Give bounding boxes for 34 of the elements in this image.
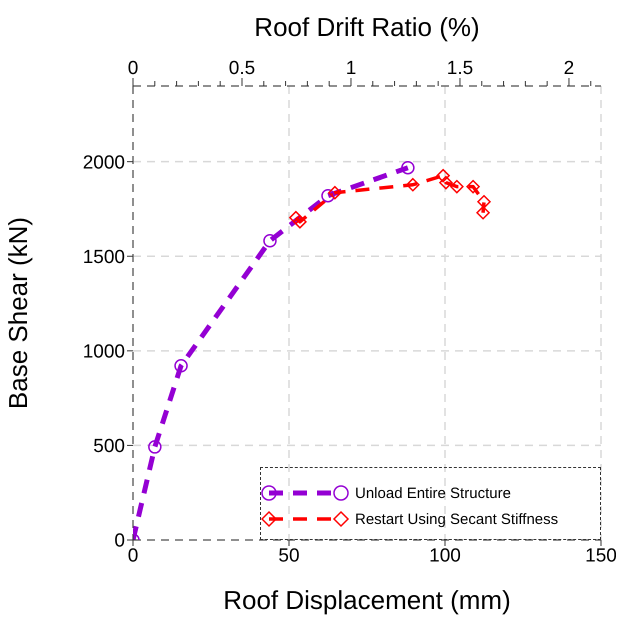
legend-label: Unload Entire Structure bbox=[355, 484, 511, 502]
point bbox=[401, 160, 415, 174]
point bbox=[263, 234, 277, 248]
legend-label: Restart Using Secant Stiffness bbox=[355, 510, 558, 528]
point bbox=[439, 176, 453, 190]
point bbox=[293, 215, 307, 229]
point bbox=[476, 206, 490, 220]
x2-axis-title: Roof Drift Ratio (%) bbox=[254, 12, 480, 42]
x2-tick-label: 1 bbox=[346, 58, 356, 79]
y-tick-label: 1000 bbox=[82, 342, 125, 363]
y-tick-label: 0 bbox=[114, 530, 125, 552]
point bbox=[436, 168, 450, 182]
point bbox=[321, 188, 335, 202]
x2-tick-label: 1.5 bbox=[446, 58, 474, 79]
x-tick-label: 50 bbox=[278, 545, 300, 566]
y-tick-label: 2000 bbox=[82, 152, 125, 174]
y-tick-label: 1500 bbox=[82, 246, 125, 268]
point bbox=[148, 440, 162, 454]
x-tick-label: 100 bbox=[429, 545, 461, 566]
y-axis-title: Base Shear (kN) bbox=[3, 216, 34, 410]
x-tick-label: 0 bbox=[128, 545, 138, 566]
x2-tick-label: 0.5 bbox=[228, 58, 256, 79]
point bbox=[477, 195, 491, 209]
point bbox=[328, 186, 342, 200]
point bbox=[289, 210, 303, 224]
x2-tick-label: 0 bbox=[128, 58, 138, 79]
point bbox=[174, 359, 188, 373]
point bbox=[406, 178, 420, 192]
x-axis-title: Roof Displacement (mm) bbox=[223, 585, 511, 615]
point bbox=[450, 180, 464, 194]
point bbox=[466, 180, 480, 194]
x2-tick-label: 2 bbox=[564, 58, 574, 79]
x-tick-label: 150 bbox=[585, 545, 617, 566]
y-tick-label: 500 bbox=[93, 436, 125, 458]
